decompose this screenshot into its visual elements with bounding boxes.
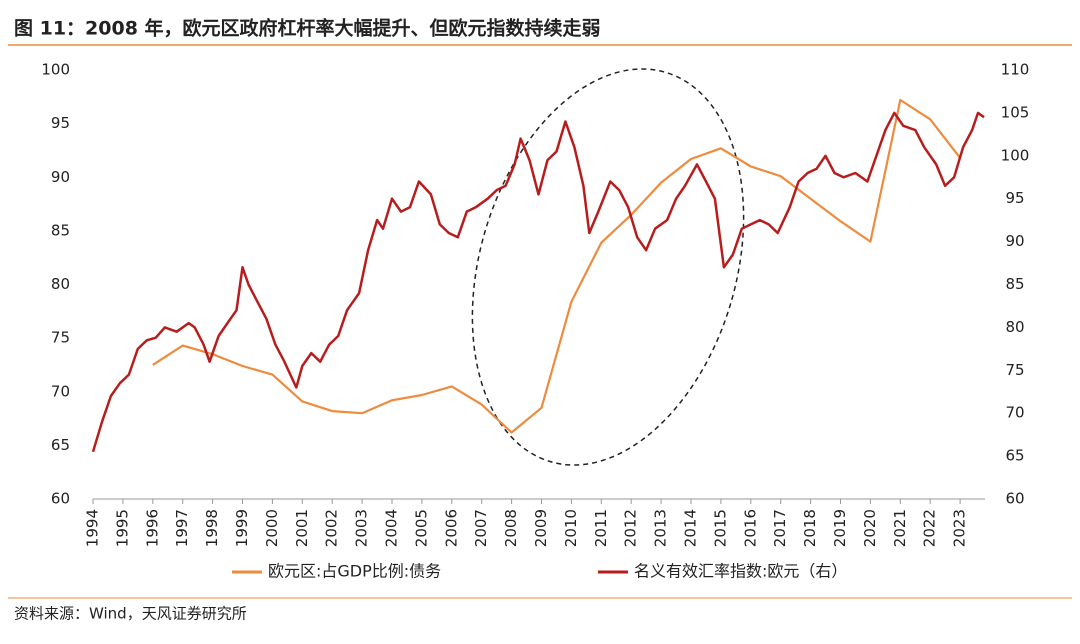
series-line (91, 111, 985, 453)
y2-tick-label: 110 (1001, 61, 1030, 79)
y-tick-label: 75 (51, 329, 70, 347)
x-tick-label: 2013 (652, 509, 670, 547)
legend-label: 欧元区:占GDP比例:债务 (268, 562, 441, 581)
x-tick-label: 2011 (592, 509, 610, 547)
y2-tick-label: 80 (1005, 318, 1024, 336)
y2-tick-label: 85 (1005, 275, 1024, 293)
x-tick-label: 2018 (801, 509, 819, 547)
series-line (152, 98, 961, 434)
x-tick-label: 2017 (771, 509, 789, 547)
x-tick-label: 1999 (233, 509, 251, 547)
x-tick-label: 2003 (353, 509, 371, 547)
y2-tick-label: 90 (1005, 232, 1024, 250)
x-tick-label: 1997 (173, 509, 191, 547)
y-tick-label: 60 (51, 490, 70, 508)
x-tick-label: 1998 (203, 509, 221, 547)
y2-tick-label: 105 (1001, 103, 1030, 121)
x-tick-label: 1996 (143, 509, 161, 547)
x-tick-label: 2020 (861, 509, 879, 547)
x-tick-label: 2010 (562, 509, 580, 547)
y2-tick-label: 100 (1001, 146, 1030, 164)
legend-label: 名义有效汇率指数:欧元（右） (634, 562, 847, 581)
y-tick-label: 80 (51, 275, 70, 293)
x-tick-label: 2005 (412, 509, 430, 547)
x-tick-label: 1995 (113, 509, 131, 547)
x-tick-label: 2009 (532, 509, 550, 547)
x-tick-label: 2008 (502, 509, 520, 547)
y2-tick-label: 65 (1005, 447, 1024, 465)
x-tick-label: 2019 (831, 509, 849, 547)
y2-tick-label: 95 (1005, 189, 1024, 207)
x-tick-label: 2022 (921, 509, 939, 547)
y-tick-label: 100 (41, 61, 70, 79)
y-tick-label: 70 (51, 382, 70, 400)
y-tick-label: 95 (51, 114, 70, 132)
y2-tick-label: 70 (1005, 404, 1024, 422)
highlight-ellipse (471, 68, 745, 466)
x-tick-label: 2000 (263, 509, 281, 547)
source: 资料来源：Wind，天风证券研究所 (14, 605, 247, 623)
x-tick-label: 2001 (293, 509, 311, 547)
x-tick-label: 2016 (741, 509, 759, 547)
y2-tick-label: 75 (1005, 361, 1024, 379)
x-tick-label: 2002 (323, 509, 341, 547)
x-tick-label: 2015 (711, 509, 729, 547)
chart-title: 图 11：2008 年，欧元区政府杠杆率大幅提升、但欧元指数持续走弱 (14, 17, 601, 40)
y2-tick-label: 60 (1005, 490, 1024, 508)
x-tick-label: 2023 (951, 509, 969, 547)
x-tick-label: 2021 (891, 509, 909, 547)
x-tick-label: 2004 (383, 509, 401, 547)
x-tick-label: 2007 (472, 509, 490, 547)
y-tick-label: 65 (51, 436, 70, 454)
y-tick-label: 90 (51, 168, 70, 186)
y-tick-label: 85 (51, 221, 70, 239)
x-tick-label: 2012 (622, 509, 640, 547)
x-tick-label: 2014 (682, 509, 700, 547)
x-tick-label: 1994 (84, 509, 102, 547)
x-tick-label: 2006 (442, 509, 460, 547)
